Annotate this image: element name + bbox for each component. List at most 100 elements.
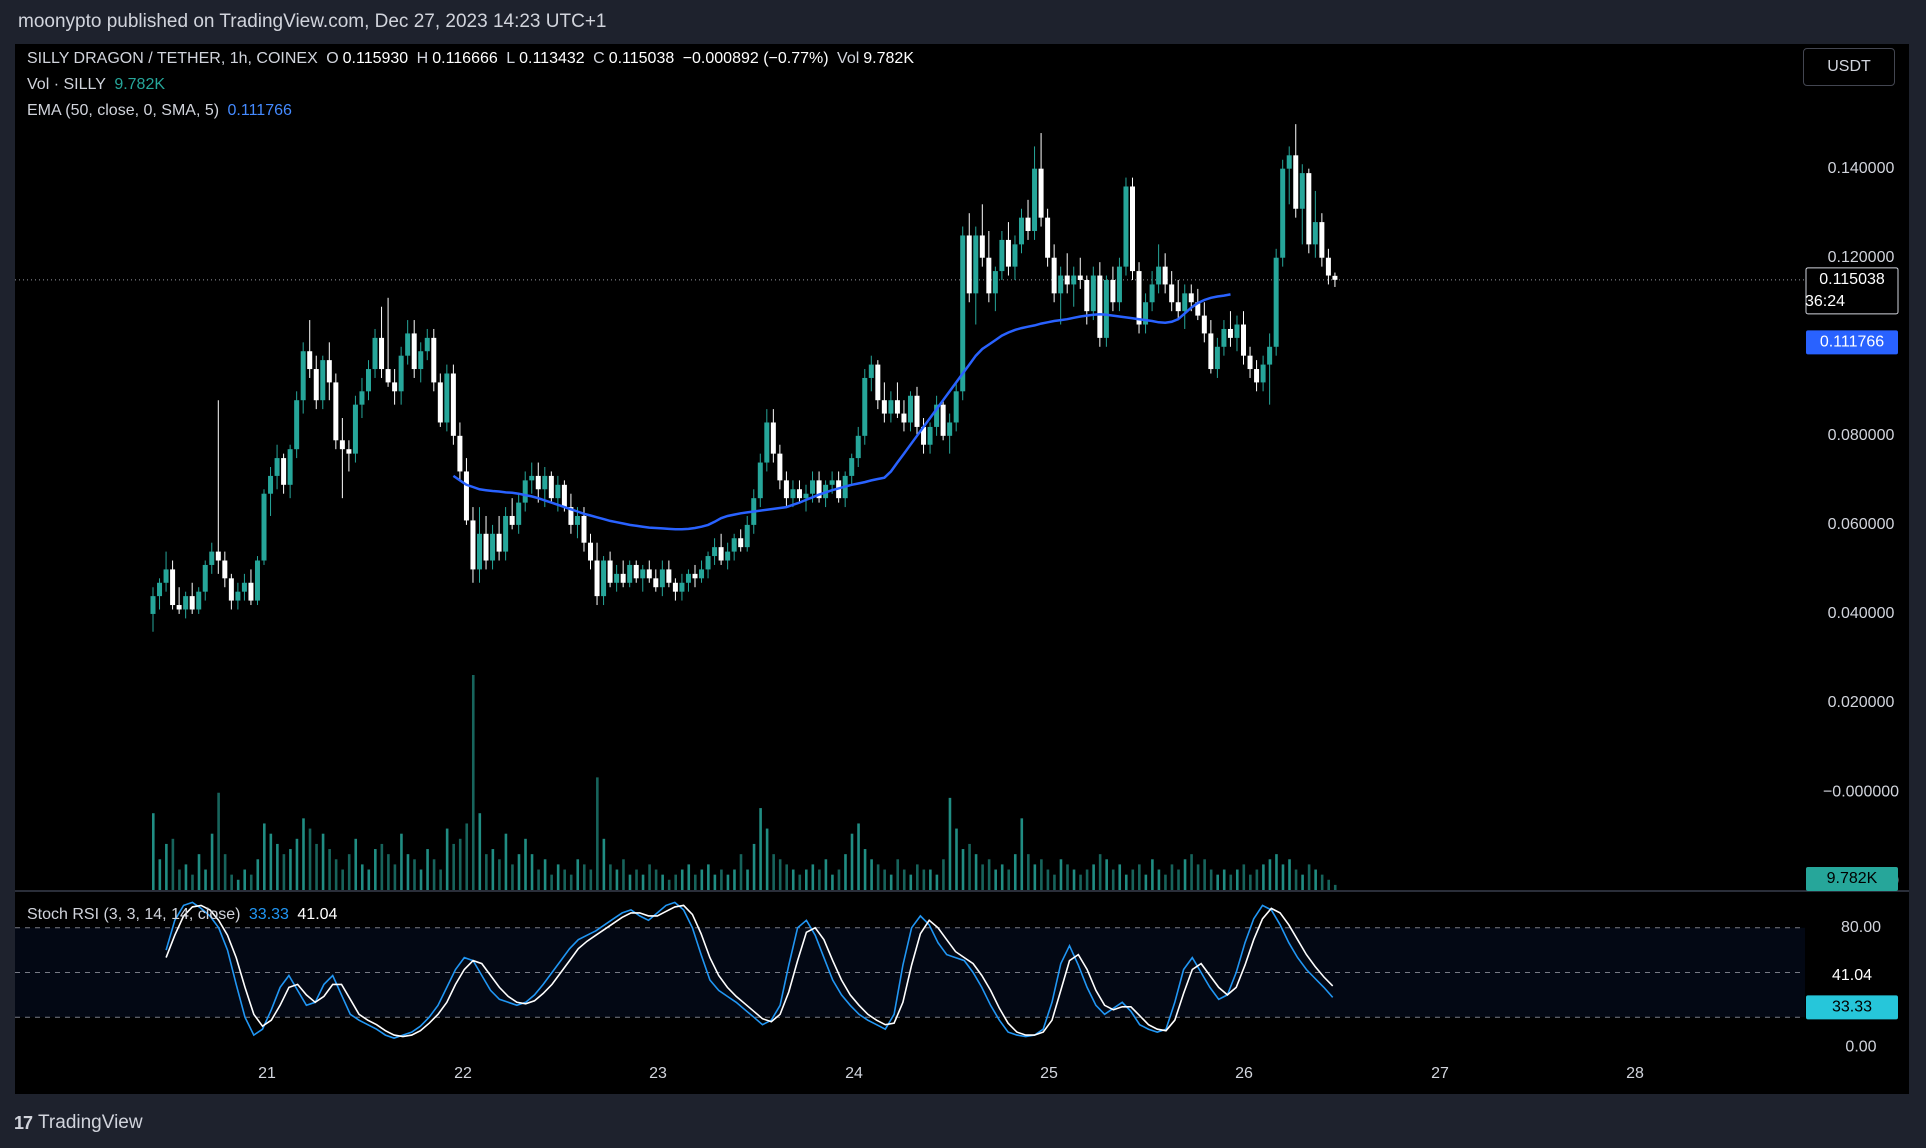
volume-bar bbox=[654, 869, 658, 890]
volume-bar bbox=[726, 874, 730, 890]
volume-bar bbox=[609, 864, 612, 890]
currency-button[interactable]: USDT bbox=[1803, 48, 1895, 86]
candle-body bbox=[1110, 279, 1116, 303]
volume-bar bbox=[478, 813, 482, 890]
chart-canvas[interactable]: 0.1600000.1400000.1200000.1000000.080000… bbox=[15, 44, 1909, 1094]
candle-body bbox=[1018, 217, 1024, 245]
volume-bar bbox=[1281, 864, 1285, 890]
time-axis-tick: 24 bbox=[845, 1065, 863, 1082]
vol-label: Vol bbox=[837, 50, 860, 67]
candle-body bbox=[783, 480, 789, 499]
candle-body bbox=[868, 364, 874, 378]
time-axis-tick: 22 bbox=[454, 1065, 472, 1082]
candle-body bbox=[555, 484, 561, 499]
volume-bar bbox=[1203, 859, 1206, 890]
time-axis-tick: 21 bbox=[258, 1065, 276, 1082]
volume-bar bbox=[1151, 859, 1154, 890]
volume-bar bbox=[197, 854, 201, 890]
volume-bar bbox=[922, 869, 926, 890]
close-value: 0.115038 bbox=[608, 50, 675, 67]
candle-body bbox=[470, 520, 476, 570]
volume-bar bbox=[530, 854, 534, 890]
time-axis-tick: 28 bbox=[1626, 1065, 1644, 1082]
volume-bar bbox=[1118, 864, 1122, 890]
symbol-pair[interactable]: SILLY DRAGON / TETHER, 1h, COINEX bbox=[27, 50, 318, 67]
volume-bar bbox=[687, 864, 691, 890]
chart-area[interactable]: 0.1600000.1400000.1200000.1000000.080000… bbox=[15, 44, 1909, 1094]
candle-body bbox=[744, 524, 750, 548]
last-price-badge: 0.115038 bbox=[1819, 271, 1885, 288]
candle-body bbox=[1103, 279, 1109, 338]
candle-body bbox=[463, 471, 469, 521]
volume-bar bbox=[909, 874, 913, 890]
volume-bar bbox=[1177, 869, 1180, 890]
candle-body bbox=[411, 333, 417, 370]
volume-bar bbox=[974, 854, 978, 890]
volume-bar bbox=[863, 849, 867, 890]
footer-brand[interactable]: 17 TradingView bbox=[14, 1108, 143, 1138]
volume-bar bbox=[615, 869, 619, 890]
candle-body bbox=[653, 578, 659, 588]
candle-body bbox=[849, 458, 855, 476]
candle-body bbox=[770, 422, 776, 454]
tradingview-logo-icon: 17 bbox=[14, 1112, 33, 1133]
candle-body bbox=[163, 569, 169, 583]
volume-bar bbox=[955, 828, 958, 890]
candle-body bbox=[509, 515, 515, 525]
volume-bar bbox=[857, 823, 860, 890]
candle-body bbox=[418, 351, 424, 370]
candle-body bbox=[339, 440, 345, 450]
volume-bar bbox=[824, 859, 828, 890]
volume-bar bbox=[1164, 874, 1167, 890]
candle-body bbox=[672, 582, 678, 592]
candle-body bbox=[1188, 293, 1194, 303]
stoch-axis-tick: 80.00 bbox=[1841, 919, 1881, 936]
candle-body bbox=[1077, 275, 1083, 280]
volume-bar bbox=[765, 828, 769, 890]
volume-bar bbox=[1255, 869, 1259, 890]
candle-body bbox=[228, 578, 234, 601]
candle-body bbox=[568, 507, 574, 525]
candle-body bbox=[1005, 239, 1011, 267]
volume-bar bbox=[1144, 874, 1148, 890]
volume-bar bbox=[498, 859, 501, 890]
time-axis-tick: 26 bbox=[1235, 1065, 1253, 1082]
volume-bar bbox=[1085, 869, 1089, 890]
candle-body bbox=[170, 569, 176, 606]
volume-bar bbox=[889, 874, 893, 890]
volume-bar bbox=[942, 859, 945, 890]
volume-bar bbox=[785, 864, 789, 890]
volume-bar bbox=[263, 823, 266, 890]
candle-body bbox=[1123, 186, 1129, 267]
candle-body bbox=[385, 369, 391, 383]
candle-body bbox=[731, 538, 737, 552]
volume-bar bbox=[1294, 869, 1298, 890]
candle-body bbox=[992, 271, 998, 294]
symbol-legend: SILLY DRAGON / TETHER, 1h, COINEX O 0.115… bbox=[27, 50, 918, 68]
candle-body bbox=[503, 515, 509, 552]
volume-bar bbox=[576, 859, 580, 890]
volume-bar bbox=[994, 869, 997, 890]
candle-body bbox=[1169, 284, 1175, 303]
volume-legend[interactable]: Vol · SILLY 9.782K bbox=[27, 76, 169, 94]
ema-legend[interactable]: EMA (50, close, 0, SMA, 5) 0.111766 bbox=[27, 102, 296, 120]
volume-bar bbox=[354, 838, 358, 890]
ema-legend-value: 0.111766 bbox=[227, 102, 292, 119]
volume-bar bbox=[1209, 869, 1213, 890]
volume-bar bbox=[1040, 859, 1043, 890]
candle-body bbox=[705, 556, 711, 570]
stoch-axis-tick: 0.00 bbox=[1845, 1038, 1876, 1055]
candle-body bbox=[483, 533, 489, 561]
volume-bar bbox=[929, 869, 932, 890]
volume-bar bbox=[961, 849, 965, 890]
candle-body bbox=[1286, 155, 1292, 169]
candle-body bbox=[1090, 275, 1096, 312]
volume-bar bbox=[1327, 879, 1330, 890]
volume-bar bbox=[289, 849, 292, 890]
volume-bar bbox=[700, 869, 704, 890]
stoch-rsi-legend[interactable]: Stoch RSI (3, 3, 14, 14, close) 33.33 41… bbox=[27, 906, 341, 924]
candle-body bbox=[921, 426, 927, 445]
ema-line bbox=[452, 293, 1231, 531]
volume-bar bbox=[360, 864, 364, 890]
volume-bar bbox=[504, 833, 508, 890]
